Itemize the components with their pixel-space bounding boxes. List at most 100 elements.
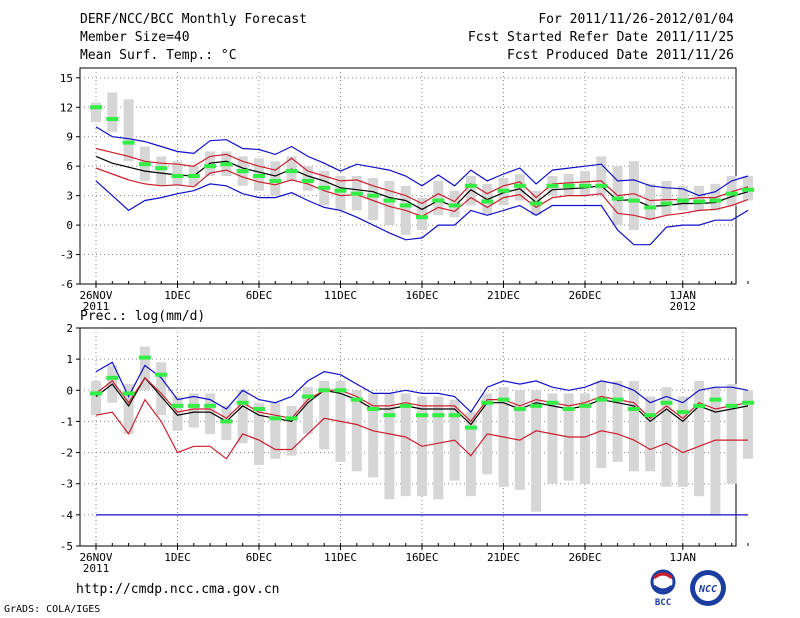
temp-series-upper-blue [95, 126, 749, 197]
precip-median-marker [562, 406, 575, 411]
temp-xtick-label: 26DEC [568, 289, 601, 302]
precip-median-marker [367, 406, 380, 411]
temp-median-marker [301, 178, 314, 183]
temp-spread-box [384, 180, 395, 226]
precip-ytick-label: -2 [60, 447, 73, 460]
temp-median-marker [676, 198, 689, 203]
temp-spread-box [302, 166, 313, 191]
temp-spread-box [368, 177, 379, 221]
temp-ytick-label: -3 [60, 249, 73, 262]
precip-xtick-label: 1DEC [164, 551, 191, 564]
precip-spread-box [661, 387, 672, 487]
precip-spread-box [743, 390, 753, 459]
precip-median-marker [595, 397, 608, 402]
variable-label: Mean Surf. Temp.: °C [80, 48, 237, 63]
temp-median-marker [579, 183, 591, 188]
precip-spread-box [237, 390, 248, 444]
precip-spread-box [400, 393, 411, 497]
precip-spread-box [172, 396, 183, 431]
temp-series-upper-red [95, 147, 749, 205]
temp-spread-box [580, 171, 590, 196]
temp-xtick-label: 6DEC [246, 289, 273, 302]
precip-median-marker [725, 403, 738, 408]
precip-median-marker [644, 413, 657, 418]
precip-spread-box [547, 393, 558, 484]
precip-median-marker [301, 394, 314, 399]
precip-median-marker [432, 413, 445, 418]
temp-xtick-label: 11DEC [324, 289, 357, 302]
temp-median-marker [318, 185, 331, 190]
precip-median-marker [416, 413, 428, 418]
temp-series-lower-blue [95, 180, 749, 246]
precip-median-marker [497, 397, 510, 402]
temp-median-marker [285, 169, 298, 174]
temp-median-marker [220, 162, 233, 167]
temp-median-marker [481, 199, 494, 204]
temp-ytick-label: -6 [60, 278, 73, 291]
precip-median-marker [236, 400, 249, 405]
precip-median-marker [220, 419, 233, 424]
precip-xtick-label: 6DEC [246, 551, 273, 564]
temp-median-marker [595, 183, 608, 188]
fcst-started-date: Fcst Started Refer Date 2011/11/25 [467, 30, 734, 45]
precip-xtick-label: 26NOV [79, 551, 112, 564]
temp-median-marker [742, 187, 754, 192]
precip-median-marker [269, 416, 282, 421]
bcc-logo: BCC [650, 569, 676, 608]
precip-ytick-label: 0 [66, 384, 73, 397]
precip-spread-box [319, 380, 330, 450]
temp-xtick-label: 16DEC [405, 289, 438, 302]
precip-median-marker [171, 403, 184, 408]
temp-spread-box [123, 99, 134, 162]
temp-spread-box [433, 180, 444, 216]
precip-xtick-label: 26DEC [568, 551, 601, 564]
precip-spread-box [254, 402, 264, 466]
precip-spread-box [270, 402, 281, 459]
member-size: Member Size=40 [80, 30, 190, 45]
temp-spread-box [726, 176, 737, 206]
temp-spread-box [677, 185, 688, 211]
precip-median-marker [155, 372, 168, 377]
precip-spread-box [384, 393, 395, 500]
precip-spread-box [596, 380, 607, 469]
temp-median-marker [709, 198, 722, 203]
bcc-logo-text: BCC [655, 598, 671, 608]
precip-median-marker [90, 391, 102, 396]
precip-median-marker [448, 413, 461, 418]
precip-median-marker [530, 403, 543, 408]
precip-spread-box [188, 393, 199, 428]
precip-ytick-label: -1 [60, 415, 73, 428]
precip-series-ensemble-mean [95, 376, 749, 426]
precip-spread-box [139, 346, 150, 391]
precip-median-marker [350, 397, 363, 402]
temp-panel: -6 -3 0 3 6 9 12 15 26NOV 1DEC 6DEC 11DEC 16DEC 21DEC… [60, 67, 754, 313]
temp-median-marker [546, 183, 559, 188]
precip-spread-box [286, 405, 297, 456]
precip-median-marker [399, 403, 412, 408]
temp-median-marker [611, 196, 624, 201]
precip-series-upper-blue [95, 361, 749, 414]
temp-xtick-label: 26NOV [79, 289, 112, 302]
temp-ytick-label: 9 [66, 131, 73, 144]
ncc-logo-text: NCC [698, 584, 717, 595]
precip-ytick-label: 2 [66, 322, 73, 335]
temp-median-marker [204, 164, 217, 169]
precip-panel-title: Prec.: log(mm/d) [80, 309, 206, 324]
precip-series-lower-red [95, 398, 748, 460]
precip-median-marker [693, 403, 706, 408]
temp-spread-box [156, 156, 167, 186]
precip-median-marker [579, 403, 591, 408]
precip-median-marker [383, 413, 396, 418]
source-url[interactable]: http://cmdp.ncc.cma.gov.cn [76, 582, 280, 597]
precip-median-marker [611, 397, 624, 402]
precip-median-marker [627, 406, 640, 411]
precip-spread-box [628, 380, 639, 472]
forecast-period: For 2011/11/26-2012/01/04 [538, 12, 734, 27]
precip-spread-box [433, 396, 444, 500]
precip-median-marker [660, 400, 673, 405]
temp-median-marker [562, 183, 575, 188]
temp-ytick-label: 15 [60, 72, 73, 85]
temp-median-marker [530, 201, 543, 206]
precip-median-marker [106, 375, 119, 380]
